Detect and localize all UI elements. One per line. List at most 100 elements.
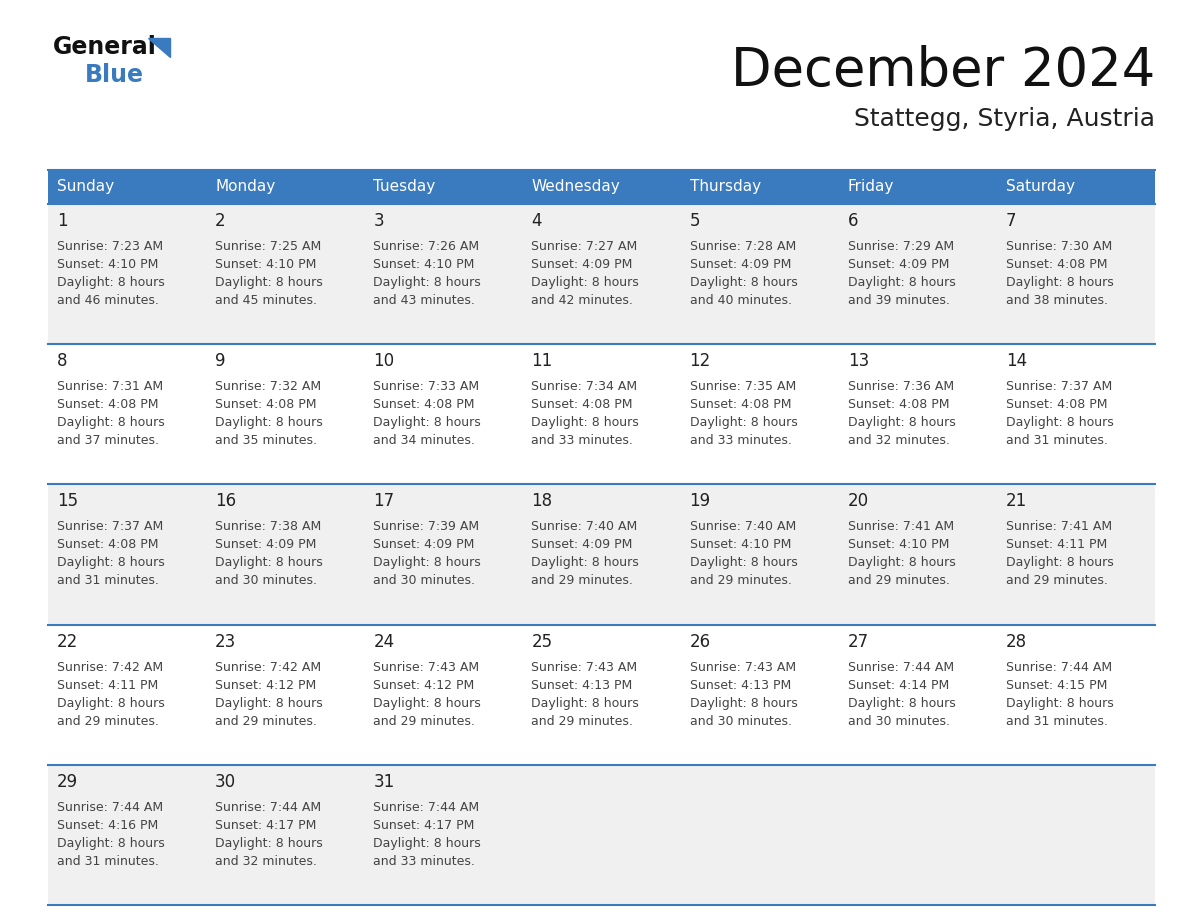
Text: Sunset: 4:09 PM: Sunset: 4:09 PM [689, 258, 791, 271]
Text: Daylight: 8 hours: Daylight: 8 hours [689, 556, 797, 569]
Text: and 29 minutes.: and 29 minutes. [1006, 575, 1107, 588]
Text: Sunset: 4:08 PM: Sunset: 4:08 PM [57, 398, 158, 411]
Text: Daylight: 8 hours: Daylight: 8 hours [689, 276, 797, 289]
Text: Daylight: 8 hours: Daylight: 8 hours [373, 556, 481, 569]
Text: Sunset: 4:09 PM: Sunset: 4:09 PM [531, 538, 633, 552]
Text: 14: 14 [1006, 353, 1026, 370]
Text: and 31 minutes.: and 31 minutes. [57, 575, 159, 588]
Text: Sunset: 4:08 PM: Sunset: 4:08 PM [531, 398, 633, 411]
Text: Daylight: 8 hours: Daylight: 8 hours [848, 416, 955, 430]
Text: Wednesday: Wednesday [531, 180, 620, 195]
Text: 21: 21 [1006, 492, 1028, 510]
Text: Sunset: 4:10 PM: Sunset: 4:10 PM [57, 258, 158, 271]
Text: Sunset: 4:08 PM: Sunset: 4:08 PM [689, 398, 791, 411]
Text: Daylight: 8 hours: Daylight: 8 hours [848, 697, 955, 710]
Text: and 31 minutes.: and 31 minutes. [1006, 714, 1107, 728]
Bar [207, 170, 365, 204]
Text: and 37 minutes.: and 37 minutes. [57, 434, 159, 447]
Text: Sunset: 4:15 PM: Sunset: 4:15 PM [1006, 678, 1107, 691]
Text: Sunrise: 7:42 AM: Sunrise: 7:42 AM [215, 661, 321, 674]
Text: and 29 minutes.: and 29 minutes. [848, 575, 949, 588]
Text: Sunset: 4:10 PM: Sunset: 4:10 PM [215, 258, 316, 271]
Bar [48, 170, 207, 204]
Text: Daylight: 8 hours: Daylight: 8 hours [1006, 416, 1113, 430]
Text: and 40 minutes.: and 40 minutes. [689, 294, 791, 307]
Text: Sunrise: 7:35 AM: Sunrise: 7:35 AM [689, 380, 796, 393]
Text: Sunset: 4:11 PM: Sunset: 4:11 PM [57, 678, 158, 691]
Text: 9: 9 [215, 353, 226, 370]
Text: and 34 minutes.: and 34 minutes. [373, 434, 475, 447]
Text: 7: 7 [1006, 212, 1017, 230]
Text: Sunrise: 7:39 AM: Sunrise: 7:39 AM [373, 521, 480, 533]
Text: Sunrise: 7:34 AM: Sunrise: 7:34 AM [531, 380, 638, 393]
Text: Sunrise: 7:43 AM: Sunrise: 7:43 AM [689, 661, 796, 674]
Text: Daylight: 8 hours: Daylight: 8 hours [1006, 697, 1113, 710]
Text: Sunday: Sunday [57, 180, 114, 195]
Text: and 30 minutes.: and 30 minutes. [689, 714, 791, 728]
Text: Sunrise: 7:28 AM: Sunrise: 7:28 AM [689, 240, 796, 253]
Text: Daylight: 8 hours: Daylight: 8 hours [531, 697, 639, 710]
Text: 11: 11 [531, 353, 552, 370]
Text: Sunrise: 7:37 AM: Sunrise: 7:37 AM [57, 521, 163, 533]
Text: Daylight: 8 hours: Daylight: 8 hours [215, 837, 323, 850]
Text: Sunrise: 7:33 AM: Sunrise: 7:33 AM [373, 380, 480, 393]
Text: Daylight: 8 hours: Daylight: 8 hours [373, 416, 481, 430]
Bar [365, 170, 523, 204]
Text: Stattegg, Styria, Austria: Stattegg, Styria, Austria [854, 107, 1155, 131]
Text: Daylight: 8 hours: Daylight: 8 hours [531, 556, 639, 569]
Text: and 30 minutes.: and 30 minutes. [373, 575, 475, 588]
Text: Sunrise: 7:29 AM: Sunrise: 7:29 AM [848, 240, 954, 253]
Text: and 39 minutes.: and 39 minutes. [848, 294, 949, 307]
Text: and 33 minutes.: and 33 minutes. [689, 434, 791, 447]
Text: 26: 26 [689, 633, 710, 651]
Polygon shape [148, 38, 170, 57]
Bar [681, 170, 839, 204]
Text: and 35 minutes.: and 35 minutes. [215, 434, 317, 447]
Text: Sunrise: 7:44 AM: Sunrise: 7:44 AM [215, 800, 321, 813]
Text: Sunrise: 7:25 AM: Sunrise: 7:25 AM [215, 240, 322, 253]
Text: Sunrise: 7:37 AM: Sunrise: 7:37 AM [1006, 380, 1112, 393]
Text: and 43 minutes.: and 43 minutes. [373, 294, 475, 307]
Text: Daylight: 8 hours: Daylight: 8 hours [215, 697, 323, 710]
Text: Sunset: 4:10 PM: Sunset: 4:10 PM [373, 258, 475, 271]
Text: 6: 6 [848, 212, 858, 230]
Text: Daylight: 8 hours: Daylight: 8 hours [57, 837, 165, 850]
Text: Daylight: 8 hours: Daylight: 8 hours [57, 556, 165, 569]
Text: and 33 minutes.: and 33 minutes. [531, 434, 633, 447]
Text: Sunset: 4:12 PM: Sunset: 4:12 PM [373, 678, 474, 691]
Text: and 30 minutes.: and 30 minutes. [848, 714, 949, 728]
Text: Sunset: 4:08 PM: Sunset: 4:08 PM [373, 398, 475, 411]
Text: and 38 minutes.: and 38 minutes. [1006, 294, 1108, 307]
Text: Daylight: 8 hours: Daylight: 8 hours [1006, 276, 1113, 289]
Text: Daylight: 8 hours: Daylight: 8 hours [57, 697, 165, 710]
Text: Daylight: 8 hours: Daylight: 8 hours [531, 416, 639, 430]
Text: Sunrise: 7:31 AM: Sunrise: 7:31 AM [57, 380, 163, 393]
Bar [48, 765, 1155, 905]
Text: Monday: Monday [215, 180, 276, 195]
Text: Daylight: 8 hours: Daylight: 8 hours [57, 416, 165, 430]
Text: 19: 19 [689, 492, 710, 510]
Text: Sunrise: 7:32 AM: Sunrise: 7:32 AM [215, 380, 321, 393]
Text: Sunset: 4:17 PM: Sunset: 4:17 PM [215, 819, 316, 832]
Text: Thursday: Thursday [689, 180, 760, 195]
Text: and 33 minutes.: and 33 minutes. [373, 855, 475, 868]
Text: and 29 minutes.: and 29 minutes. [531, 714, 633, 728]
Text: Sunset: 4:09 PM: Sunset: 4:09 PM [215, 538, 316, 552]
Text: Daylight: 8 hours: Daylight: 8 hours [373, 276, 481, 289]
Bar [48, 624, 1155, 765]
Text: General: General [53, 35, 157, 59]
Text: Sunrise: 7:40 AM: Sunrise: 7:40 AM [689, 521, 796, 533]
Text: and 32 minutes.: and 32 minutes. [215, 855, 317, 868]
Text: December 2024: December 2024 [731, 45, 1155, 97]
Text: 5: 5 [689, 212, 700, 230]
Text: 13: 13 [848, 353, 868, 370]
Text: Daylight: 8 hours: Daylight: 8 hours [848, 276, 955, 289]
Text: 22: 22 [57, 633, 78, 651]
Text: and 32 minutes.: and 32 minutes. [848, 434, 949, 447]
Text: Sunset: 4:14 PM: Sunset: 4:14 PM [848, 678, 949, 691]
Text: 28: 28 [1006, 633, 1026, 651]
Text: Daylight: 8 hours: Daylight: 8 hours [215, 556, 323, 569]
Text: and 46 minutes.: and 46 minutes. [57, 294, 159, 307]
Text: Sunrise: 7:42 AM: Sunrise: 7:42 AM [57, 661, 163, 674]
Text: 18: 18 [531, 492, 552, 510]
